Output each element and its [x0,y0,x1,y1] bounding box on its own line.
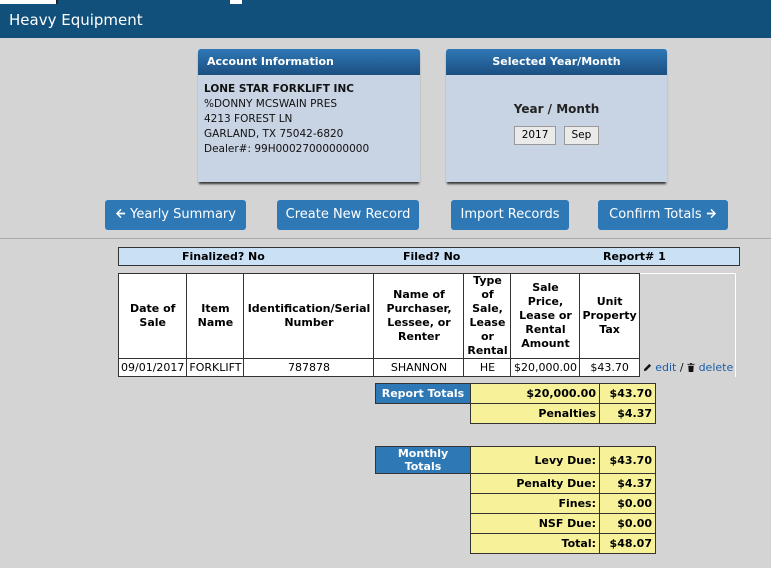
edit-link[interactable]: edit [643,361,680,374]
action-separator: / [679,361,684,374]
col-serial-number: Identification/Serial Number [243,273,375,359]
year-field[interactable]: 2017 [513,126,557,145]
month-field[interactable]: Sep [563,126,600,145]
table-row: 09/01/2017 FORKLIFT 787878 SHANNON HE $2… [117,358,736,377]
pencil-icon [643,361,652,374]
col-date-of-sale: Date of Sale [117,273,188,359]
col-type-of-sale: Type of Sale, Lease or Rental [463,273,512,359]
create-new-record-button[interactable]: Create New Record [277,200,419,230]
filed-status: Filed? No [403,250,461,263]
penalties-label: Penalties [470,403,600,424]
account-panel-title: Account Information [198,49,420,75]
total-label: Total: [470,533,600,554]
account-address-line2: GARLAND, TX 75042-6820 [204,128,344,140]
levy-due-value: $43.70 [599,446,656,474]
col-sale-price: Sale Price, Lease or Rental Amount [510,273,581,359]
nsf-due-label: NSF Due: [470,513,600,534]
account-attn: %DONNY MCSWAIN PRES [204,98,338,110]
cell-price: $20,000.00 [510,358,581,377]
row-actions: edit / delete [639,358,736,377]
arrow-left-icon [115,207,130,222]
cell-item: FORKLIFT [186,358,245,377]
cell-purchaser: SHANNON [373,358,465,377]
total-value: $48.07 [599,533,656,554]
delete-link[interactable]: delete [687,361,733,374]
edit-label: edit [655,361,677,374]
cell-tax: $43.70 [579,358,640,377]
dealer-number: Dealer#: 99H00027000000000 [204,143,370,155]
finalized-status: Finalized? No [182,250,265,263]
page-header: Heavy Equipment [0,5,771,38]
account-info-panel: Account Information LONE STAR FORKLIFT I… [198,49,420,182]
section-divider [0,238,771,239]
report-price-total: $20,000.00 [470,383,600,404]
report-totals-header: Report Totals [375,383,471,404]
top-strip [0,0,771,5]
cell-serial: 787878 [243,358,375,377]
account-name: LONE STAR FORKLIFT INC [204,83,354,95]
arrow-right-icon [706,207,717,222]
report-status-bar: Finalized? No Filed? No Report# 1 [118,247,740,266]
col-item-name: Item Name [186,273,245,359]
account-address-line1: 4213 FOREST LN [204,113,293,125]
confirm-label: Confirm Totals [609,207,702,222]
fines-label: Fines: [470,493,600,514]
nsf-due-value: $0.00 [599,513,656,534]
import-records-button[interactable]: Import Records [451,200,569,230]
logo-fragment-2 [230,0,242,4]
cell-type: HE [463,358,512,377]
monthly-totals-table: Monthly Totals Levy Due: $43.70 Penalty … [375,446,656,554]
page-title: Heavy Equipment [9,11,143,29]
monthly-totals-header: Monthly Totals [375,446,471,474]
penalty-due-value: $4.37 [599,473,656,494]
year-month-panel-title: Selected Year/Month [446,49,667,75]
year-month-label: Year / Month [513,102,600,116]
col-unit-property-tax: Unit Property Tax [579,273,640,359]
report-number: Report# 1 [603,250,666,263]
col-purchaser: Name of Purchaser, Lessee, or Renter [373,273,465,359]
year-month-panel: Selected Year/Month Year / Month 2017 Se… [446,49,667,182]
yearly-summary-button[interactable]: Yearly Summary [105,200,246,230]
actions-header-spacer [639,273,736,359]
delete-label: delete [698,361,734,374]
import-label: Import Records [460,207,560,222]
penalties-value: $4.37 [599,403,656,424]
report-tax-total: $43.70 [599,383,656,404]
cell-date: 09/01/2017 [117,358,188,377]
trash-icon [687,361,695,374]
records-table: Date of Sale Item Name Identification/Se… [117,273,736,377]
penalty-due-label: Penalty Due: [470,473,600,494]
report-totals-table: Report Totals $20,000.00 $43.70 Penaltie… [375,383,656,424]
fines-value: $0.00 [599,493,656,514]
create-label: Create New Record [285,207,411,222]
logo-fragment [0,0,58,4]
yearly-summary-label: Yearly Summary [130,207,236,222]
table-header-row: Date of Sale Item Name Identification/Se… [117,273,736,359]
confirm-totals-button[interactable]: Confirm Totals [598,200,728,230]
levy-due-label: Levy Due: [470,446,600,474]
